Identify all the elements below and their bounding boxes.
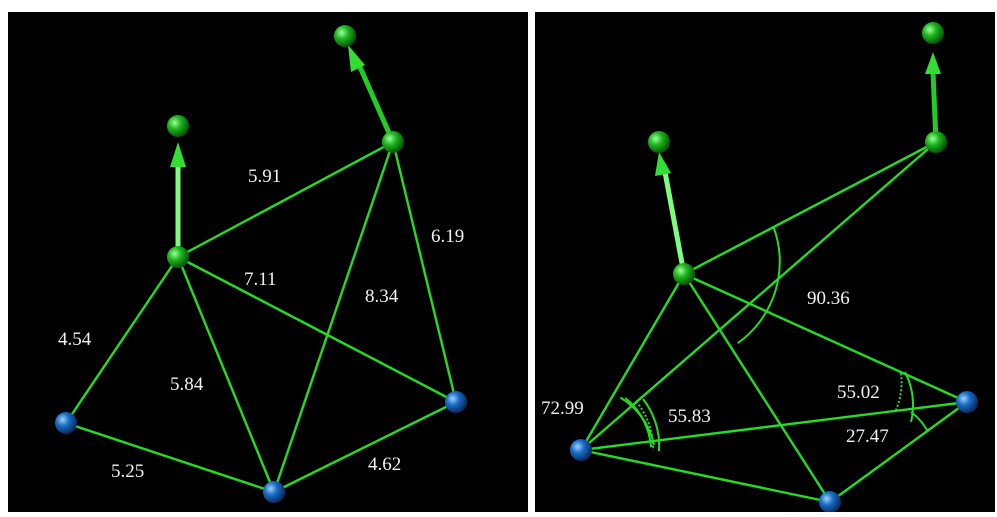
blue-atom [445,391,467,413]
distance-label: 5.84 [170,374,204,395]
line-a-d [177,140,394,259]
distance-label: 4.54 [58,329,92,350]
angle-arc [910,411,929,433]
line-b-c [273,400,457,494]
angle-label: 72.99 [541,398,584,419]
right-panel-angle-diagram: 90.36 72.99 55.83 55.02 27.47 [535,12,995,513]
distance-label: 5.91 [248,166,281,187]
distance-diagram: 5.91 6.19 7.11 8.34 4.54 5.84 5.25 4.62 [55,25,467,503]
vector-arrows [170,45,396,257]
atoms [55,25,467,503]
arrow-shaft-2 [930,71,939,143]
arrowhead-1 [170,142,186,167]
blue-atom [570,439,592,461]
angle-arc [737,226,781,345]
angle-label: 27.47 [846,426,889,447]
distance-label: 8.34 [365,286,399,307]
distance-label: 6.19 [431,226,464,247]
atoms [570,22,978,513]
line-e-b [580,448,831,504]
line-a-d [683,140,937,276]
distance-label: 4.62 [368,454,401,475]
line-a-e [579,273,686,451]
green-atom [648,131,670,153]
arrowhead-2 [925,52,941,74]
green-atom [382,131,404,153]
arrow-shaft-1 [662,171,687,275]
green-atom [334,25,356,47]
arrowhead-2 [348,45,365,72]
line-e-d [580,141,937,451]
vector-arrows [655,52,941,275]
angle-arc [904,371,914,423]
angle-labels: 90.36 72.99 55.83 55.02 27.47 [541,288,889,447]
green-atom [673,263,695,285]
distance-label: 5.25 [111,461,144,482]
line-e-b [65,421,275,494]
green-atom [922,22,944,44]
line-d-b [272,141,395,493]
angle-label: 55.02 [837,382,880,403]
angle-arc [642,398,661,452]
line-e-c [580,400,968,452]
angle-label: 90.36 [807,288,850,309]
distance-label: 7.11 [244,269,277,290]
blue-atom [819,491,841,513]
line-a-e [65,256,179,424]
green-atom [925,131,947,153]
line-a-c [177,255,457,404]
blue-atom [263,481,285,503]
distance-lines [65,140,458,494]
angle-lines [579,140,968,504]
angle-arc [894,373,903,412]
left-panel-distance-diagram: 5.91 6.19 7.11 8.34 4.54 5.84 5.25 4.62 [8,12,528,512]
angle-arc [635,400,655,451]
green-atom [167,115,189,137]
line-a-b [176,256,276,493]
distance-labels: 5.91 6.19 7.11 8.34 4.54 5.84 5.25 4.62 [58,166,464,482]
line-b-c [829,401,968,503]
line-a-c [683,272,968,404]
green-atom [167,246,189,268]
angle-diagram: 90.36 72.99 55.83 55.02 27.47 [541,22,978,513]
line-a-b [682,273,832,503]
arrowhead-1 [655,152,671,176]
blue-atom [55,412,77,434]
angle-label: 55.83 [668,406,711,427]
line-d-c [391,141,458,403]
blue-atom [956,391,978,413]
arrow-shaft-2 [357,65,396,144]
angle-arcs [619,226,929,452]
